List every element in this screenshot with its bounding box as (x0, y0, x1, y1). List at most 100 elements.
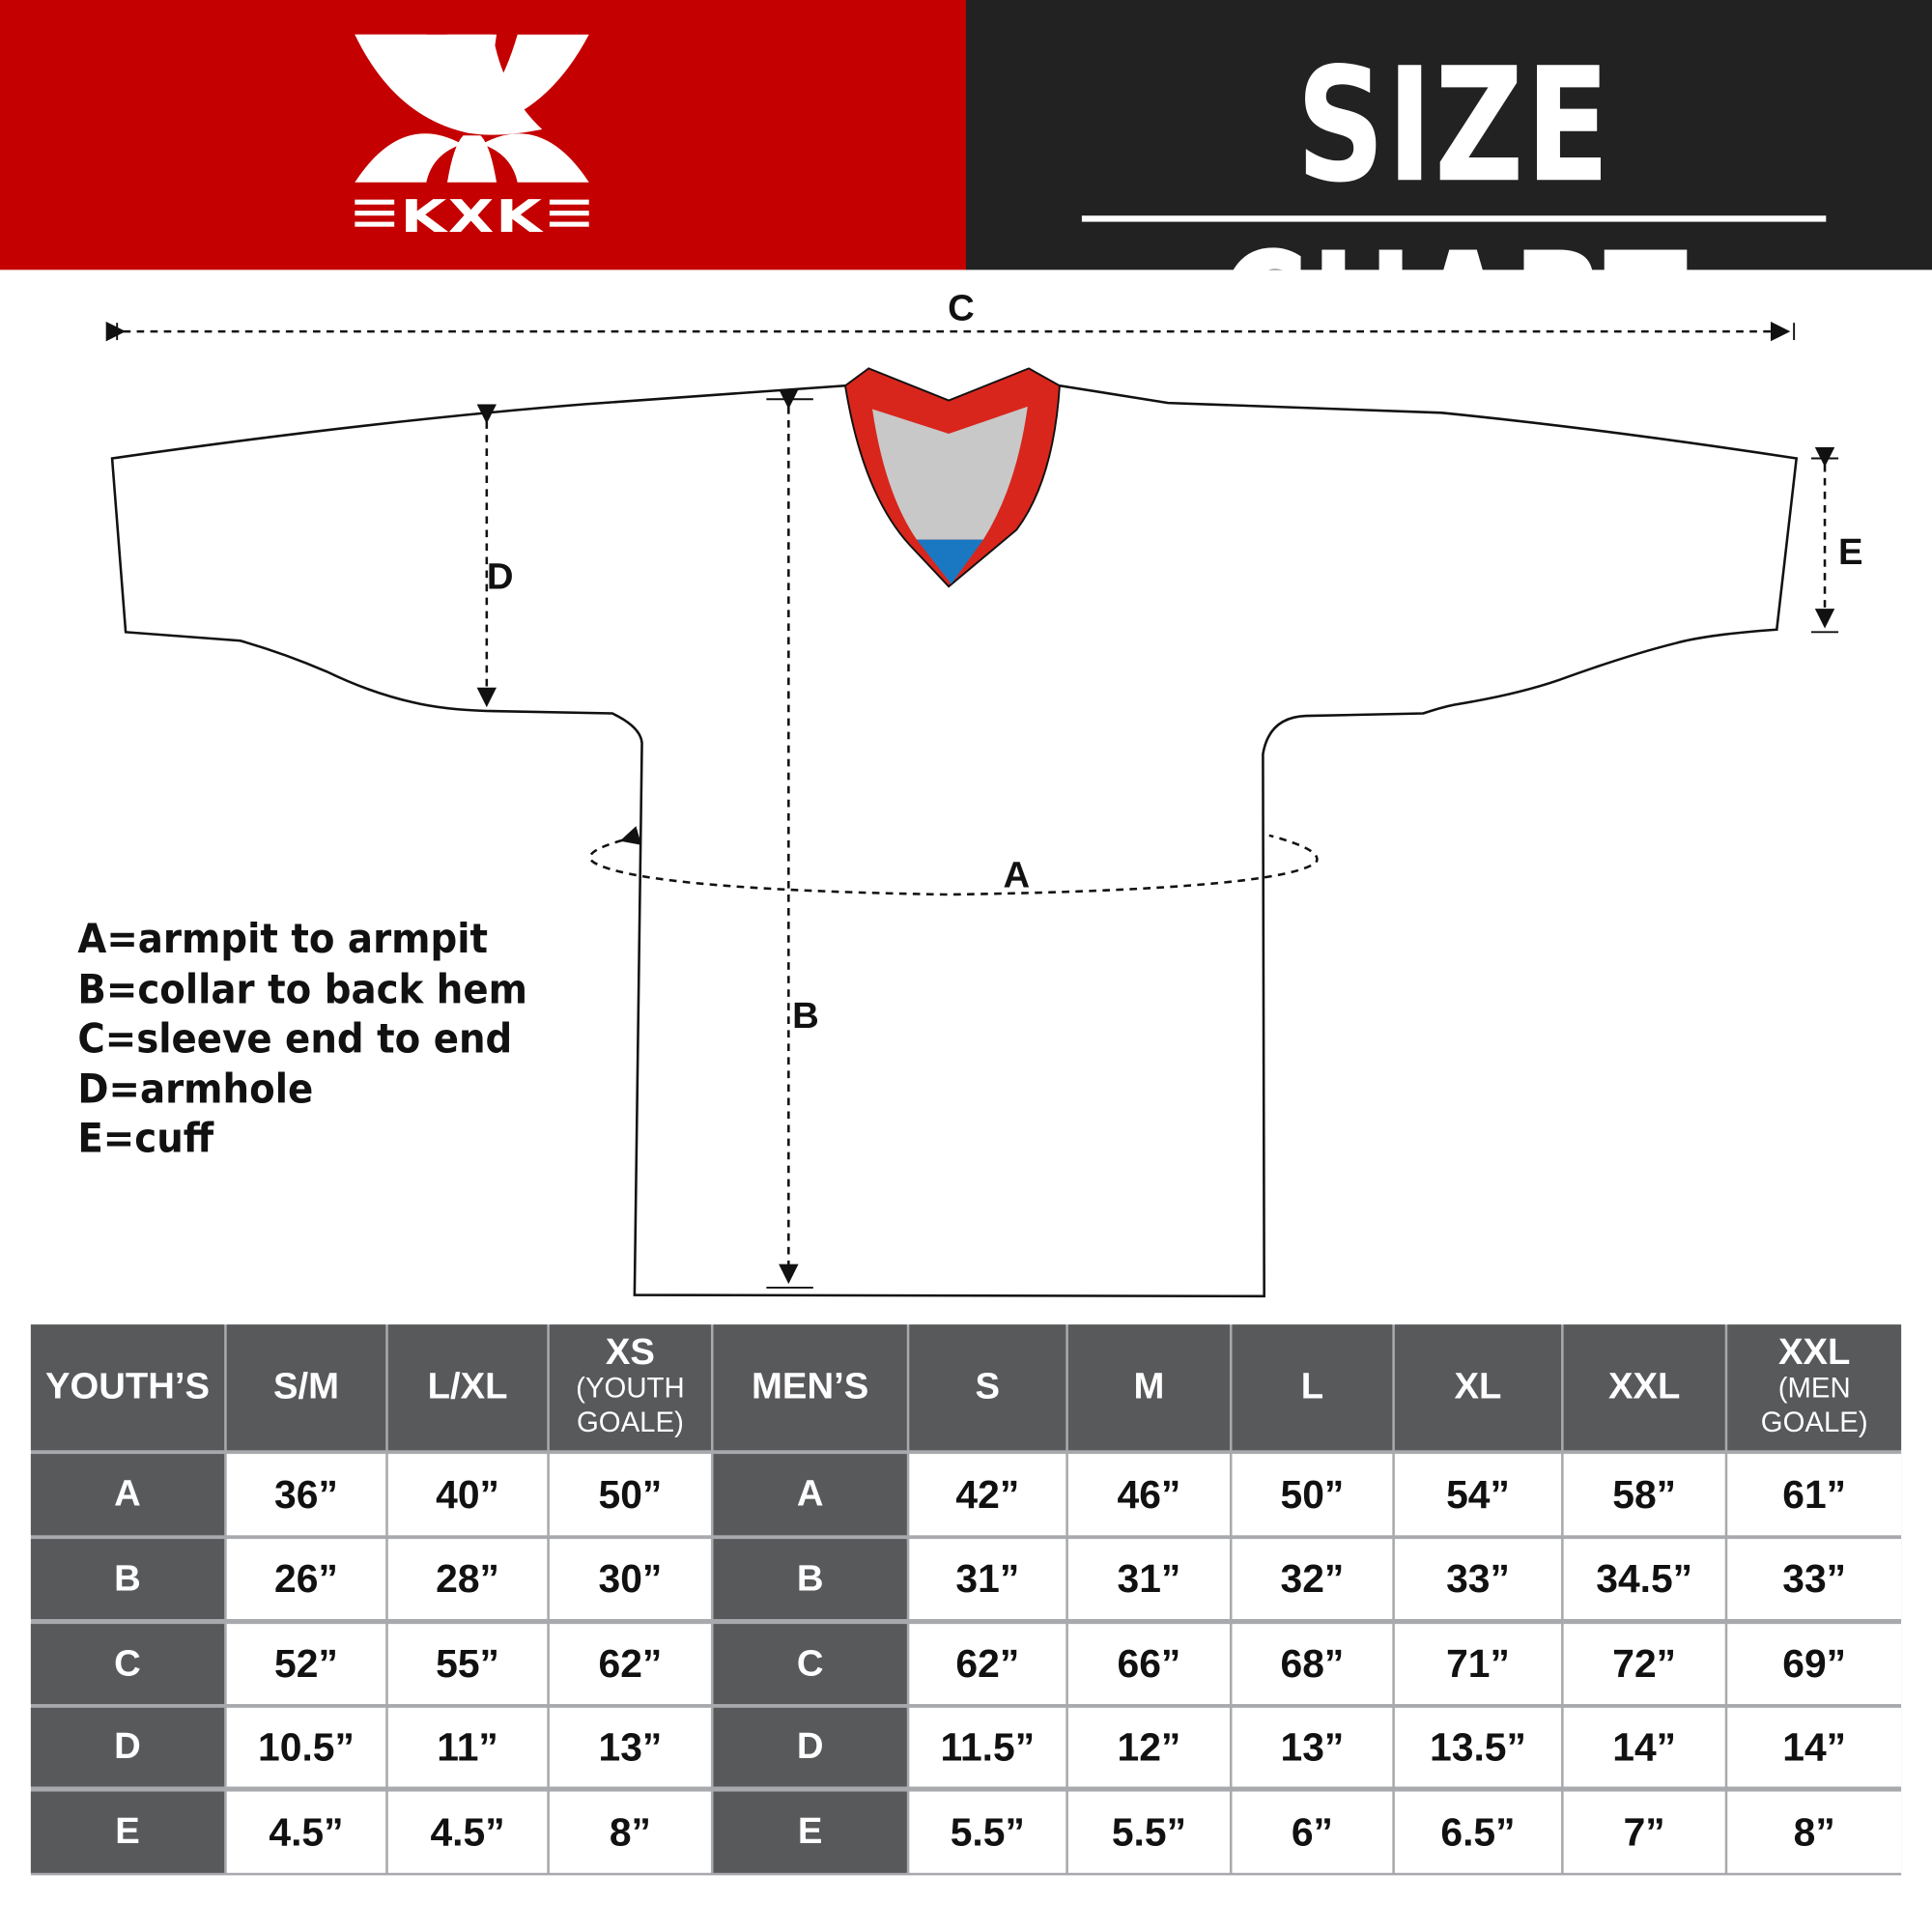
size-header: XL (1394, 1324, 1562, 1451)
row-label: E (30, 1791, 225, 1873)
cell-value: 31” (1117, 1555, 1181, 1601)
table-cell: 54” (1394, 1454, 1562, 1536)
table-cell: 30” (549, 1539, 711, 1620)
row-label-text: A (114, 1473, 141, 1515)
table-cell: 14” (1563, 1707, 1725, 1787)
title-underline (1081, 215, 1827, 222)
size-header: L/XL (387, 1324, 548, 1451)
dimension-a-ellipse (588, 826, 1319, 896)
table-cell: 8” (1727, 1791, 1902, 1873)
table-cell: 34.5” (1563, 1539, 1725, 1620)
cell-value: 31” (955, 1555, 1020, 1601)
cell-value: 34.5” (1596, 1555, 1693, 1601)
cell-value: 11” (437, 1724, 498, 1769)
table-cell: 66” (1067, 1624, 1230, 1705)
youth-label: YOUTH’S (44, 1366, 211, 1407)
collar-blue-tag (916, 539, 983, 584)
table-cell: 71” (1394, 1624, 1562, 1705)
brand-name: KXK (401, 190, 544, 242)
table-cell: 13” (549, 1707, 711, 1787)
table-cell: 58” (1563, 1454, 1725, 1536)
size-label: L/XL (427, 1366, 508, 1407)
table-cell: 62” (549, 1624, 711, 1705)
legend-c: C=sleeve end to end (77, 1013, 513, 1063)
table-cell: 52” (226, 1624, 386, 1705)
row-label: C (30, 1624, 225, 1705)
row-label: C (713, 1624, 907, 1705)
table-cell: 62” (909, 1624, 1066, 1705)
cell-value: 50” (598, 1471, 663, 1517)
row-label-text: C (114, 1642, 141, 1684)
cell-value: 71” (1446, 1640, 1510, 1686)
cell-value: 68” (1280, 1640, 1345, 1686)
cell-value: 52” (274, 1640, 338, 1686)
row-label: A (30, 1454, 225, 1536)
cell-value: 13” (1280, 1724, 1345, 1769)
size-table: YOUTH’S S/M L/XL XS (YOUTH GOALE) MEN’S S M L XL X… (30, 1324, 1902, 1876)
table-cell: 42” (909, 1454, 1066, 1536)
cell-value: 54” (1446, 1471, 1510, 1517)
logo-bottom-center (447, 135, 497, 183)
size-sublabel: (MEN GOALE) (1760, 1371, 1868, 1438)
cell-value: 40” (436, 1471, 499, 1517)
legend-a: A=armpit to armpit (77, 914, 489, 963)
cell-value: 4.5” (430, 1809, 505, 1855)
cell-value: 33” (1782, 1555, 1847, 1601)
size-label: XL (1454, 1366, 1502, 1407)
dimension-e-label: E (1838, 531, 1863, 573)
table-cell: 12” (1067, 1707, 1230, 1787)
table-cell: 13.5” (1394, 1707, 1562, 1787)
table-cell: 46” (1067, 1454, 1230, 1536)
row-label-text: A (796, 1473, 824, 1515)
table-cell: 26” (226, 1539, 386, 1620)
table-cell: 31” (1067, 1539, 1230, 1620)
table-cell: 28” (387, 1539, 548, 1620)
cell-value: 62” (955, 1640, 1020, 1686)
size-label: L (1300, 1366, 1324, 1407)
dimension-a-label: A (1003, 854, 1030, 895)
row-label-text: D (796, 1725, 824, 1768)
cell-value: 58” (1612, 1471, 1677, 1517)
collar-inner-gray (872, 406, 1028, 540)
table-cell: 6.5” (1394, 1791, 1562, 1873)
row-label: B (30, 1539, 225, 1620)
cell-value: 11.5” (940, 1724, 1036, 1769)
legend-d: D=armhole (77, 1064, 314, 1113)
dimension-d-label: D (487, 556, 514, 598)
cell-value: 14” (1782, 1724, 1847, 1769)
title-banner (965, 0, 1932, 270)
size-label: XS (605, 1331, 655, 1373)
cell-value: 5.5” (950, 1809, 1025, 1855)
row-label-text: B (796, 1557, 824, 1599)
row-label: A (713, 1454, 907, 1536)
table-cell: 5.5” (1067, 1791, 1230, 1873)
row-label-text: B (114, 1557, 141, 1599)
size-header: XXL (1563, 1324, 1725, 1451)
cell-value: 13” (598, 1724, 663, 1769)
cell-value: 30” (598, 1555, 663, 1601)
size-label: S (975, 1366, 1001, 1407)
kxk-logo: KXK (355, 34, 589, 242)
table-cell: 4.5” (387, 1791, 548, 1873)
table-cell: 31” (909, 1539, 1066, 1620)
measurement-legend: A=armpit to armpit B=collar to back hem … (77, 914, 527, 1163)
row-label-text: C (796, 1642, 824, 1684)
cell-value: 26” (274, 1555, 338, 1601)
row-label-text: E (797, 1810, 823, 1853)
cell-value: 36” (274, 1471, 338, 1517)
table-cell: 14” (1727, 1707, 1902, 1787)
size-header: S (909, 1324, 1066, 1451)
cell-value: 6” (1291, 1809, 1333, 1855)
jersey-outline (110, 384, 1799, 1298)
cell-value: 7” (1623, 1809, 1665, 1855)
table-cell: 33” (1394, 1539, 1562, 1620)
size-header: S/M (226, 1324, 386, 1451)
size-header: L (1232, 1324, 1393, 1451)
size-label: M (1133, 1366, 1165, 1407)
size-label: XXL (1607, 1366, 1681, 1407)
cell-value: 50” (1280, 1471, 1345, 1517)
cell-value: 10.5” (258, 1724, 355, 1769)
page-title: SIZE CHART (1218, 34, 1690, 404)
cell-value: 4.5” (269, 1809, 344, 1855)
table-cell: 11.5” (909, 1707, 1066, 1787)
